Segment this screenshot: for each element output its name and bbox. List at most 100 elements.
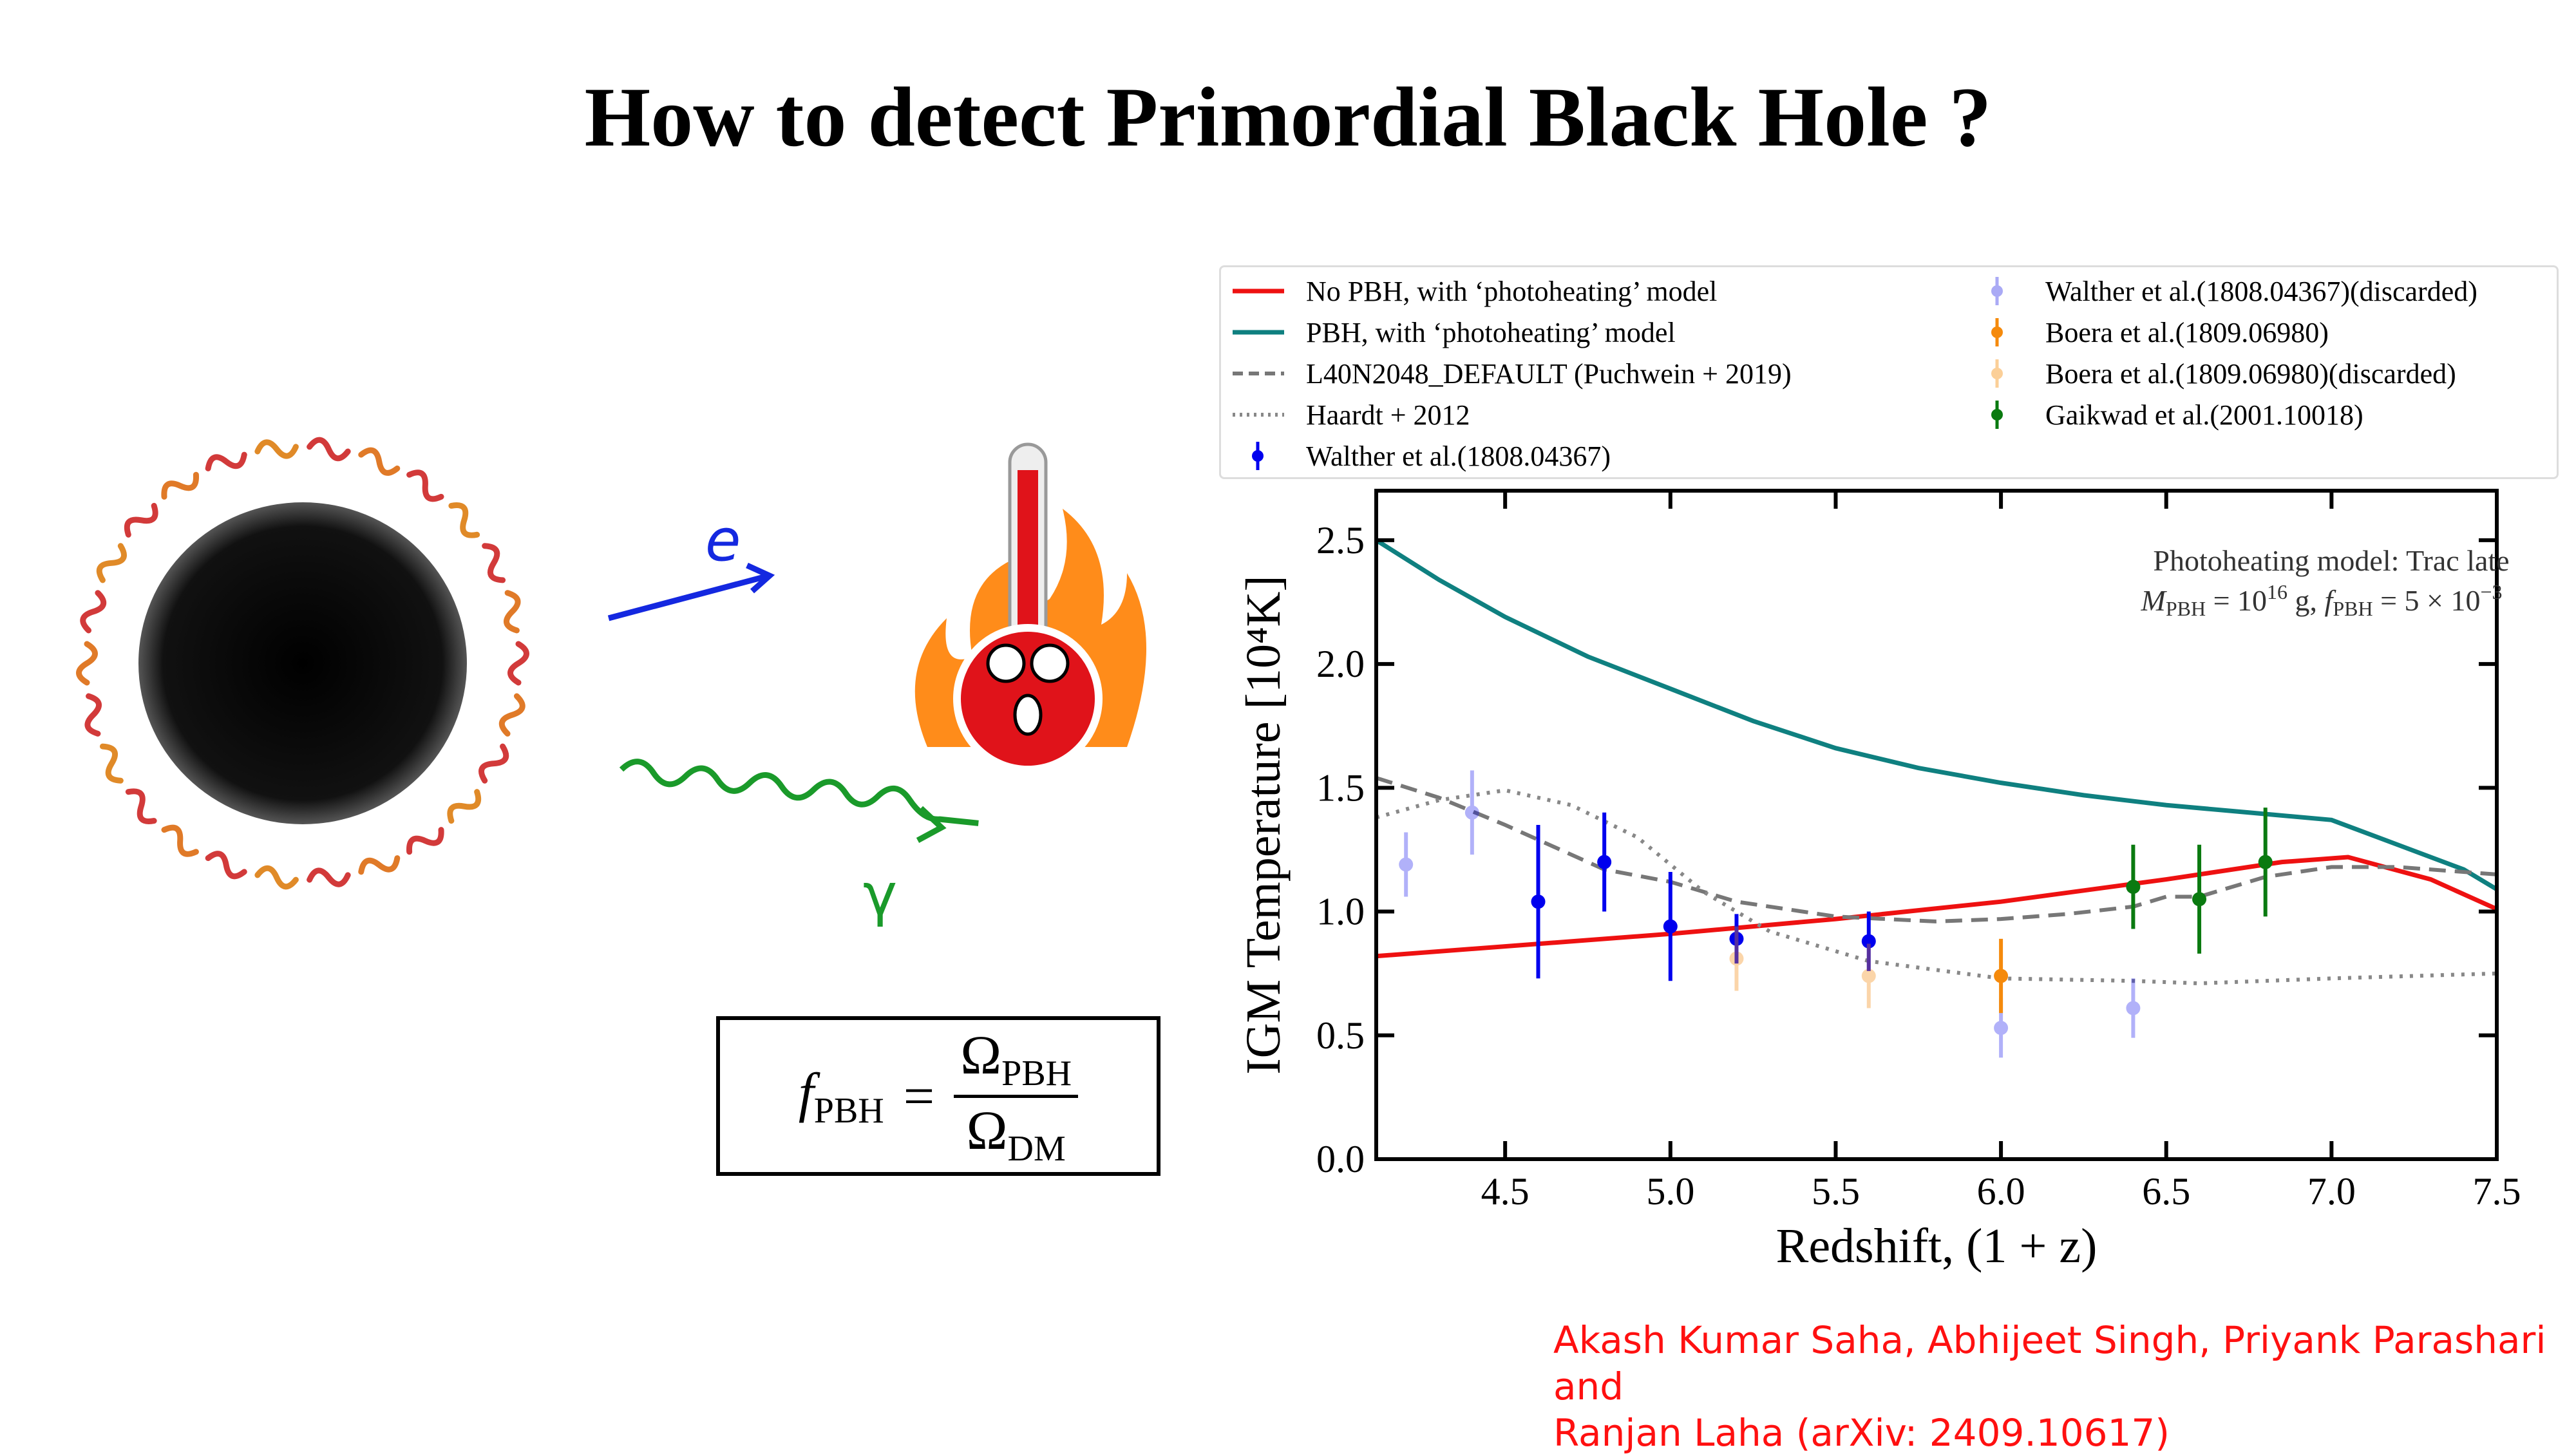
- legend-item: Boera et al.(1809.06980)(discarded): [1968, 354, 2456, 393]
- y-tick-label: 2.0: [1316, 643, 1365, 685]
- data-marker: [1994, 969, 2009, 983]
- legend-label: Walther et al.(1808.04367): [1306, 440, 1611, 472]
- legend-label: No PBH, with ‘photoheating’ model: [1306, 275, 1718, 307]
- author-credit: Akash Kumar Saha, Abhijeet Singh, Priyan…: [1553, 1317, 2558, 1456]
- annotation-b: g,: [2287, 584, 2325, 617]
- black-hole-icon: [76, 437, 529, 890]
- data-marker: [1861, 934, 1876, 949]
- formula-f: f: [798, 1061, 814, 1124]
- data-marker: [1531, 894, 1546, 909]
- y-tick-label: 0.5: [1316, 1014, 1365, 1057]
- fpbh-formula: fPBH = ΩPBH ΩDM: [716, 1016, 1160, 1176]
- legend-item: Gaikwad et al.(2001.10018): [1968, 395, 2363, 435]
- chart-legend: No PBH, with ‘photoheating’ model PBH, wi…: [1219, 265, 2559, 479]
- data-point-walther-et-al-1808-04367: [1729, 914, 1744, 964]
- data-marker: [1464, 805, 1479, 820]
- legend-item: Haardt + 2012: [1229, 395, 1470, 435]
- legend-swatch-icon: [1233, 288, 1284, 294]
- legend-swatch-icon: [1233, 372, 1284, 375]
- annotation-line2: MPBH = 1016 g, fPBH = 5 × 10−3: [2141, 580, 2503, 620]
- series-line-no-pbh-with-photoheating-model: [1376, 855, 2498, 959]
- legend-swatch-icon: [1252, 442, 1264, 470]
- annotation-line1: Photoheating model: Trac late: [2153, 544, 2509, 577]
- legend-item: No PBH, with ‘photoheating’ model: [1229, 271, 1717, 311]
- data-marker: [2126, 880, 2141, 894]
- author-line-2: Ranjan Laha (arXiv: 2409.10617): [1553, 1411, 2170, 1455]
- author-line-1: Akash Kumar Saha, Abhijeet Singh, Priyan…: [1553, 1318, 2546, 1408]
- data-point-walther-et-al-1808-04367: [1531, 825, 1546, 979]
- legend-label: PBH, with ‘photoheating’ model: [1306, 316, 1676, 348]
- formula-denominator: ΩDM: [967, 1098, 1066, 1169]
- y-tick-label: 2.5: [1316, 519, 1365, 562]
- x-axis-label: Redshift, (1 + z): [1776, 1219, 2098, 1273]
- data-point-walther-et-al-1808-04367-discarded: [1464, 770, 1479, 855]
- y-axis-label: IGM Temperature [10⁴K]: [1236, 575, 1291, 1074]
- x-tick-label: 4.5: [1481, 1170, 1530, 1213]
- data-point-gaikwad-et-al-2001-10018: [2258, 808, 2273, 917]
- legend-swatch-icon: [1233, 330, 1284, 335]
- x-tick-label: 6.0: [1977, 1170, 2025, 1213]
- legend-item: Walther et al.(1808.04367)(discarded): [1968, 271, 2477, 311]
- formula-f-sub: PBH: [813, 1091, 884, 1131]
- data-point-walther-et-al-1808-04367: [1597, 812, 1612, 912]
- legend-label: Gaikwad et al.(2001.10018): [2045, 399, 2363, 431]
- formula-num-sub: PBH: [1001, 1054, 1072, 1094]
- legend-swatch-icon: [1991, 318, 2003, 346]
- formula-den-sub: DM: [1007, 1128, 1066, 1169]
- legend-swatch-icon: [1991, 277, 2003, 305]
- legend-swatch-icon: [1233, 413, 1284, 417]
- hot-thermometer-icon: [914, 442, 1146, 773]
- data-point-walther-et-al-1808-04367-discarded: [1399, 832, 1414, 897]
- data-point-boera-et-al-1809-06980-discarded: [1861, 943, 1876, 1008]
- data-marker: [1861, 969, 1876, 983]
- formula-fraction: ΩPBH ΩDM: [954, 1023, 1079, 1169]
- data-point-gaikwad-et-al-2001-10018: [2126, 844, 2141, 929]
- legend-item: PBH, with ‘photoheating’ model: [1229, 312, 1676, 352]
- data-point-walther-et-al-1808-04367: [1861, 911, 1876, 971]
- x-tick-label: 5.0: [1646, 1170, 1694, 1213]
- data-point-boera-et-al-1809-06980-discarded: [1729, 926, 1744, 991]
- annotation-a: = 10: [2206, 584, 2267, 617]
- legend-label: Boera et al.(1809.06980): [2045, 316, 2329, 348]
- formula-lhs: fPBH: [799, 1060, 884, 1131]
- data-marker: [1597, 855, 1612, 869]
- annotation-m: M: [2141, 584, 2168, 617]
- legend-label: Walther et al.(1808.04367)(discarded): [2045, 275, 2477, 307]
- x-tick-label: 5.5: [1812, 1170, 1860, 1213]
- photon-label: γ: [863, 861, 897, 929]
- legend-item: Boera et al.(1809.06980): [1968, 312, 2329, 352]
- series-line-pbh-with-photoheating-model: [1375, 538, 2498, 891]
- legend-item: L40N2048_DEFAULT (Puchwein + 2019): [1229, 354, 1792, 393]
- y-tick-label: 1.5: [1316, 766, 1365, 809]
- electron-label: e: [705, 507, 741, 574]
- y-tick-label: 0.0: [1316, 1138, 1365, 1180]
- x-tick-label: 7.0: [2307, 1170, 2356, 1213]
- data-marker: [1729, 951, 1744, 966]
- annotation-exp: 16: [2267, 580, 2287, 603]
- data-marker: [1399, 857, 1414, 872]
- legend-label: Haardt + 2012: [1306, 399, 1470, 431]
- data-marker: [2192, 892, 2207, 907]
- legend-item: Walther et al.(1808.04367): [1229, 436, 1611, 476]
- data-marker: [1994, 1021, 2009, 1035]
- annotation-fsub: PBH: [2333, 597, 2372, 620]
- data-point-boera-et-al-1809-06980: [1994, 938, 2009, 1014]
- data-point-walther-et-al-1808-04367: [1663, 872, 1678, 981]
- annotation-exp2: −3: [2480, 580, 2502, 603]
- x-tick-label: 6.5: [2142, 1170, 2190, 1213]
- series-line-l40n2048-default-puchwein-2019: [1376, 776, 2497, 923]
- data-marker: [2126, 1001, 2141, 1016]
- annotation-c: = 5 × 10: [2373, 584, 2481, 617]
- formula-equals: =: [903, 1065, 935, 1127]
- y-tick-label: 1.0: [1316, 891, 1365, 933]
- data-marker: [1663, 919, 1678, 934]
- plot-frame: [1374, 489, 2499, 1161]
- data-marker: [1729, 931, 1744, 946]
- formula-omega: Ω: [960, 1024, 1002, 1086]
- data-point-walther-et-al-1808-04367-discarded: [2126, 978, 2141, 1038]
- x-tick-label: 7.5: [2473, 1170, 2521, 1213]
- photon-wave-icon: γ: [619, 759, 979, 929]
- annotation-msub: PBH: [2166, 597, 2206, 620]
